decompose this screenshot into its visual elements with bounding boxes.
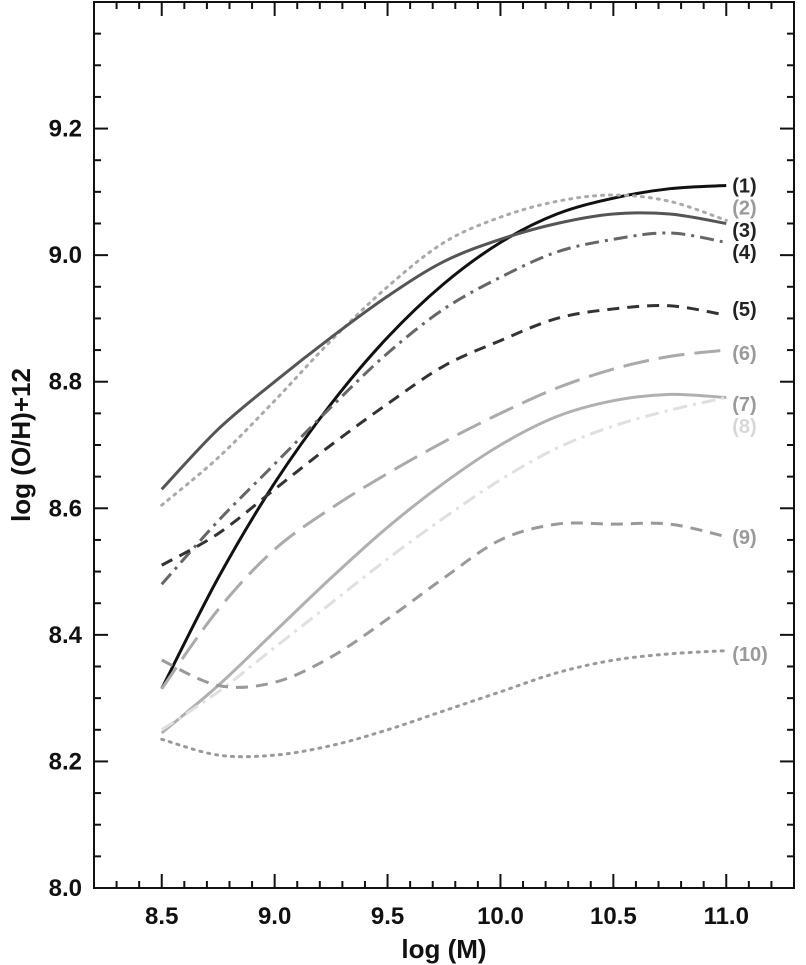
y-tick-label: 8.4 [49,622,83,649]
series-label-8: (8) [732,416,756,438]
series-label-10: (10) [732,644,768,666]
series-line-8 [160,396,727,732]
series-line-2 [160,193,728,507]
series-line-1 [160,184,727,690]
series-line-6 [160,348,727,690]
series-label-4: (4) [732,242,756,264]
series-line-4 [160,231,727,586]
x-tick-label: 11.0 [704,903,749,930]
y-tick-label: 8.8 [49,369,82,396]
y-tick-label: 9.2 [49,116,82,143]
series-line-5 [161,304,727,567]
x-tick-label: 10.0 [477,903,524,930]
series-labels: (1)(2)(3)(4) (5) (6) (7)(8) (9) (10) [732,176,768,666]
x-tick-label: 10.5 [590,903,637,930]
series-label-9: (9) [732,527,756,549]
series-line-3 [160,211,727,491]
series-label-7: (7) [732,394,756,416]
series-line-9 [161,521,727,689]
x-tick-label: 8.5 [145,903,178,930]
series-label-1: (1) [732,176,756,198]
y-tick-label: 8.6 [49,495,82,522]
y-tick-label: 8.2 [49,748,82,775]
series-label-6: (6) [732,343,756,365]
x-tick-label: 9.0 [258,903,291,930]
series-line-7 [160,392,727,735]
y-tick-label: 9.0 [49,242,82,269]
series-label-2: (2) [732,198,756,220]
plot-frame [93,1,795,889]
x-axis-label: log (M) [401,934,486,964]
y-axis-label: log (O/H)+12 [6,368,36,522]
series-line-10 [160,649,728,759]
x-tick-label: 9.5 [371,903,404,930]
series-label-5: (5) [732,299,756,321]
series-label-3: (3) [732,220,756,242]
axis-ticks [94,2,794,888]
series-lines [160,184,728,759]
axis-tick-labels: 8.5 9.0 9.5 10.0 10.5 11.0 8.0 8.2 8.4 8.6 8.8 9.0 9… [49,116,749,930]
y-tick-label: 8.0 [49,875,82,902]
